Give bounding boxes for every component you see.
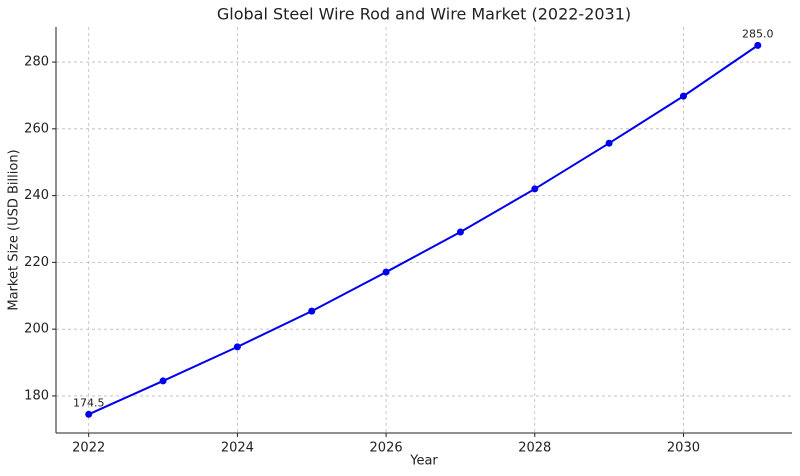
- x-tick-label: 2028: [518, 441, 551, 456]
- point: [159, 377, 167, 385]
- x-axis-label: Year: [409, 454, 438, 469]
- value-label: 174.5: [73, 396, 105, 409]
- point: [85, 410, 93, 418]
- point: [679, 92, 687, 100]
- chart-title: Global Steel Wire Rod and Wire Market (2…: [217, 5, 631, 24]
- line: [88, 44, 759, 416]
- y-tick-label: 180: [24, 388, 49, 403]
- y-tick-label: 260: [24, 121, 49, 136]
- x-tick-label: 2022: [72, 441, 105, 456]
- point: [456, 228, 464, 236]
- point: [382, 268, 390, 276]
- y-axis-label: Market Size (USD Billion): [7, 149, 22, 310]
- y-tick-label: 220: [24, 255, 49, 270]
- y-tick-label: 240: [24, 188, 49, 203]
- value-label: 285.0: [742, 27, 774, 40]
- point: [308, 307, 316, 315]
- x-tick-label: 2024: [221, 441, 254, 456]
- x-tick-label: 2030: [667, 441, 700, 456]
- x-tick-label: 2026: [370, 441, 403, 456]
- y-tick-label: 280: [24, 55, 49, 70]
- point: [531, 185, 539, 193]
- point: [233, 343, 241, 351]
- y-tick-label: 200: [24, 322, 49, 337]
- point: [754, 41, 762, 49]
- point: [605, 139, 613, 147]
